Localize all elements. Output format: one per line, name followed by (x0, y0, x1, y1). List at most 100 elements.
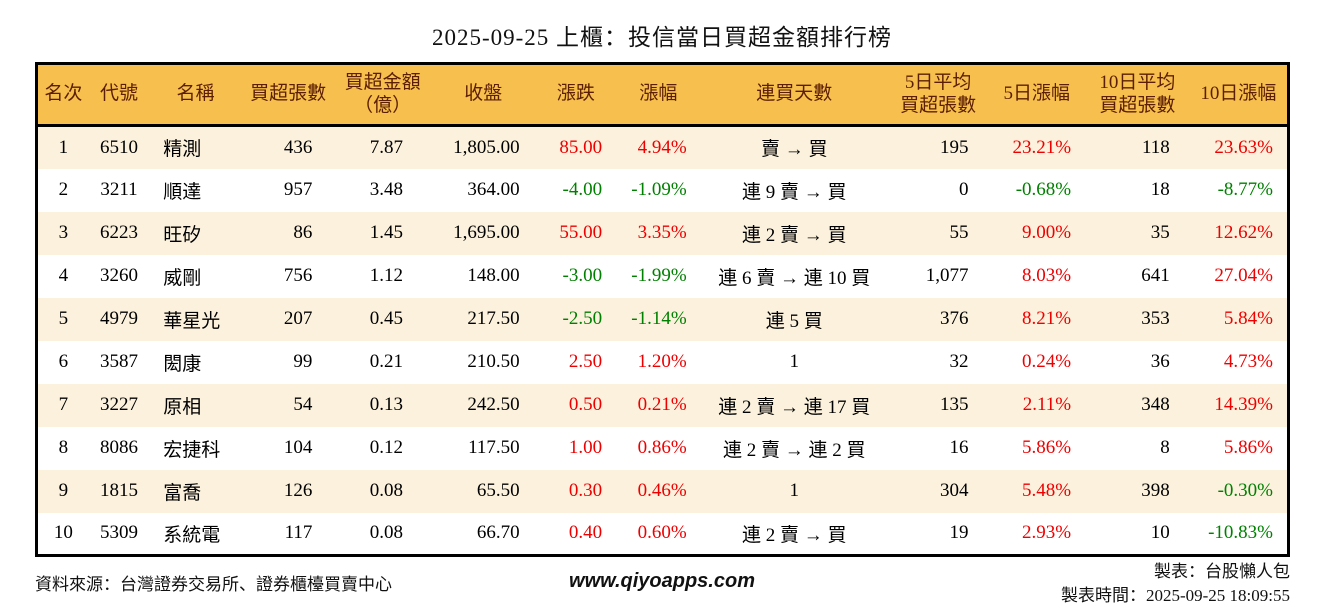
cell-code: 3211 (100, 179, 138, 200)
cell-name: 順達 (163, 181, 202, 203)
cell-change_pct: -1.09% (631, 179, 687, 200)
cell-change: -3.00 (562, 265, 603, 286)
cell-streak: 1 (789, 351, 800, 372)
cell-amount: 0.13 (369, 394, 403, 415)
cell-change: 0.50 (568, 394, 603, 415)
table-row: 9 1815 富喬 126 0.08 65.50 0.30 0.46% 1 304 5.48% 398… (36, 469, 1289, 513)
cell-rank: 6 (58, 351, 69, 372)
table-row: 6 3587 閎康 99 0.21 210.50 2.50 1.20% 1 32 0.24% 36 4.… (36, 340, 1289, 384)
cell-rank: 7 (58, 394, 69, 415)
cell-close: 210.50 (467, 351, 520, 372)
cell-code: 3227 (100, 394, 139, 415)
cell-shares: 207 (283, 308, 313, 329)
cell-avg10: 36 (1150, 351, 1170, 372)
cell-avg10: 398 (1141, 480, 1170, 501)
cell-close: 65.50 (476, 480, 520, 501)
column-header-code: 代號 (88, 63, 150, 127)
table-row: 3 6223 旺矽 86 1.45 1,695.00 55.00 3.35% 連 2 賣 → 買… (36, 211, 1289, 255)
cell-code: 5309 (100, 522, 139, 544)
cell-streak: 連 2 賣 → 買 (741, 524, 847, 546)
cell-shares: 99 (293, 351, 313, 372)
cell-pct5: 8.03% (1022, 265, 1072, 286)
cell-rank: 1 (58, 136, 69, 158)
cell-streak: 賣 → 買 (760, 139, 828, 161)
cell-code: 3260 (100, 265, 139, 286)
footer-generated-time: 製表時間：2025-09-25 18:09:55 (1060, 586, 1290, 605)
cell-pct10: 23.63% (1214, 136, 1273, 158)
cell-pct10: 14.39% (1214, 394, 1273, 415)
cell-pct10: -8.77% (1217, 179, 1273, 200)
cell-amount: 3.48 (369, 179, 403, 200)
cell-amount: 1.45 (369, 222, 403, 243)
cell-close: 242.50 (467, 394, 520, 415)
table-body: 1 6510 精測 436 7.87 1,805.00 85.00 4.94% 賣 → 買 195… (36, 125, 1289, 556)
cell-rank: 10 (53, 522, 73, 544)
column-header-avg10: 10日平均 買超張數 (1085, 63, 1190, 127)
cell-shares: 957 (283, 179, 313, 200)
cell-code: 4979 (100, 308, 139, 329)
cell-code: 8086 (100, 437, 139, 458)
cell-name: 原相 (163, 396, 202, 418)
cell-rank: 4 (58, 265, 69, 286)
cell-avg5: 16 (949, 437, 969, 458)
footer-made-by: 製表：台股懶人包 (1154, 562, 1290, 581)
cell-streak: 連 2 賣 → 買 (741, 224, 847, 246)
cell-pct10: -0.30% (1217, 480, 1273, 501)
cell-avg5: 55 (949, 222, 969, 243)
table-header: 名次 代號 名稱 買超張數 買超金額 （億） 收盤 漲跌 漲幅 連買天數 5日平均 買超張數 5日漲… (36, 63, 1289, 127)
cell-close: 364.00 (467, 179, 520, 200)
cell-change: -4.00 (562, 179, 603, 200)
cell-pct5: 5.48% (1022, 480, 1072, 501)
cell-avg5: 195 (939, 136, 969, 158)
cell-amount: 0.45 (369, 308, 403, 329)
cell-streak: 連 2 賣 → 連 2 買 (722, 439, 866, 461)
cell-avg10: 353 (1141, 308, 1170, 329)
cell-avg10: 348 (1141, 394, 1170, 415)
cell-change: 1.00 (568, 437, 603, 458)
cell-amount: 0.21 (369, 351, 403, 372)
cell-shares: 117 (284, 522, 313, 544)
cell-pct5: 2.93% (1022, 522, 1072, 544)
column-header-change_pct: 漲幅 (616, 63, 701, 127)
cell-close: 148.00 (467, 265, 520, 286)
cell-name: 旺矽 (163, 224, 202, 246)
cell-pct5: 5.86% (1022, 437, 1072, 458)
cell-name: 閎康 (163, 353, 202, 375)
cell-avg10: 641 (1141, 265, 1170, 286)
table-row: 10 5309 系統電 117 0.08 66.70 0.40 0.60% 連 2 賣 → 買 1… (36, 512, 1289, 556)
cell-code: 6510 (100, 136, 139, 158)
footer-data-source: 資料來源：台灣證券交易所、證券櫃檯買賣中心 (35, 575, 392, 594)
cell-rank: 2 (58, 179, 69, 200)
cell-amount: 1.12 (369, 265, 403, 286)
cell-pct10: -10.83% (1208, 522, 1273, 544)
column-header-shares: 買超張數 (241, 63, 335, 127)
cell-amount: 7.87 (369, 136, 403, 158)
cell-streak: 連 6 賣 → 連 10 買 (718, 267, 871, 289)
table-row: 7 3227 原相 54 0.13 242.50 0.50 0.21% 連 2 賣 → 連 17… (36, 383, 1289, 427)
cell-pct5: 8.21% (1022, 308, 1072, 329)
cell-name: 富喬 (163, 482, 202, 504)
cell-pct10: 12.62% (1214, 222, 1273, 243)
cell-change_pct: 0.46% (637, 480, 687, 501)
cell-change: 0.40 (568, 522, 603, 544)
cell-change_pct: 1.20% (637, 351, 687, 372)
column-header-name: 名稱 (149, 63, 242, 127)
cell-code: 3587 (100, 351, 139, 372)
cell-name: 威剛 (163, 267, 202, 289)
cell-streak: 連 2 賣 → 連 17 買 (718, 396, 871, 418)
cell-streak: 連 9 賣 → 買 (741, 181, 847, 203)
footer-credit: 製表：台股懶人包 製表時間：2025-09-25 18:09:55 (1061, 560, 1290, 608)
cell-close: 1,805.00 (453, 136, 520, 158)
table-row: 8 8086 宏捷科 104 0.12 117.50 1.00 0.86% 連 2 賣 → 連 … (36, 426, 1289, 470)
cell-avg10: 8 (1160, 437, 1170, 458)
cell-name: 華星光 (163, 310, 221, 332)
cell-name: 宏捷科 (163, 439, 221, 461)
cell-rank: 8 (58, 437, 69, 458)
page-title: 2025-09-25 上櫃：投信當日買超金額排行榜 (431, 25, 893, 50)
column-header-close: 收盤 (430, 63, 536, 127)
cell-avg5: 1,077 (925, 265, 969, 286)
cell-code: 6223 (100, 222, 139, 243)
cell-pct10: 4.73% (1223, 351, 1273, 372)
cell-change_pct: -1.99% (631, 265, 687, 286)
